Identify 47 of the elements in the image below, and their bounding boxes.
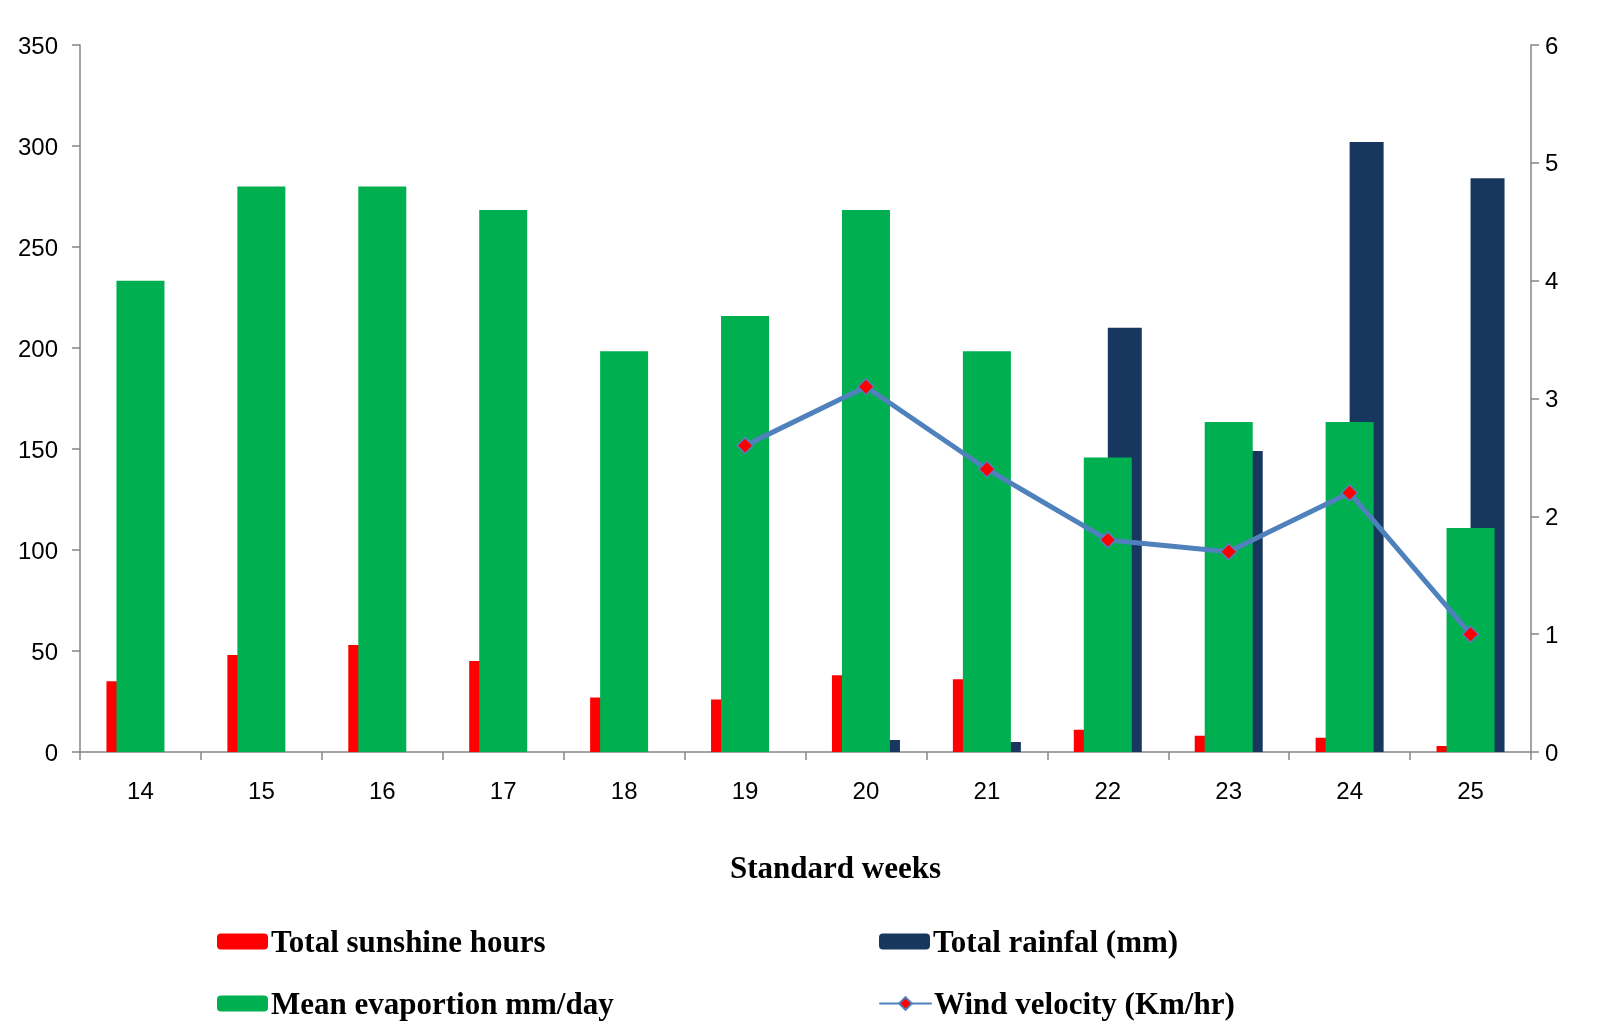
y2-tick-label: 6 [1545, 31, 1559, 59]
x-tick-label: 16 [368, 776, 396, 804]
point [1461, 625, 1480, 643]
legend-label: Wind velocity (Km/hr) [934, 986, 1235, 1021]
bar [721, 316, 770, 752]
x-tick-label: 18 [610, 776, 638, 804]
x-tick-label: 22 [1094, 776, 1122, 804]
bar [841, 209, 890, 752]
point [857, 377, 875, 396]
x-tick-label: 20 [852, 776, 880, 804]
bar [116, 280, 165, 752]
point [1219, 542, 1238, 561]
x-tick-label: 14 [127, 776, 154, 804]
point [736, 436, 754, 455]
y-tick-label: 100 [17, 536, 58, 564]
y2-tick-label: 2 [1545, 502, 1559, 530]
y2-tick-label: 1 [1545, 620, 1559, 648]
x-tick-label: 17 [489, 776, 517, 804]
legend-label: Mean evaportion mm/day [271, 986, 615, 1021]
y2-tick-label: 5 [1545, 149, 1559, 177]
x-tick-label: 19 [731, 776, 759, 804]
y-tick-label: 50 [31, 637, 58, 665]
y-tick-label: 350 [17, 31, 58, 59]
y2-tick-label: 0 [1545, 738, 1559, 766]
x-tick-label: 21 [973, 776, 1001, 804]
x-tick-label: 24 [1336, 776, 1363, 804]
bar [600, 351, 649, 752]
y-tick-label: 250 [17, 233, 58, 261]
y2-tick-label: 4 [1545, 267, 1559, 295]
y2-tick-label: 3 [1545, 385, 1559, 412]
bar [358, 186, 407, 752]
y-tick-label: 200 [17, 334, 58, 362]
point [1099, 531, 1117, 549]
x-tick-label: 25 [1457, 776, 1484, 804]
x-tick-label: 15 [248, 776, 275, 804]
point [978, 460, 996, 478]
legend-label: Total rainfal (mm) [933, 924, 1179, 959]
bar [479, 209, 528, 752]
y-tick-label: 300 [17, 132, 58, 160]
legend-label: Total sunshine hours [271, 924, 546, 959]
x-tick-label: 23 [1215, 776, 1243, 804]
point [1340, 484, 1359, 502]
y-tick-label: 150 [17, 435, 58, 463]
y-tick-label: 0 [44, 738, 58, 766]
x-axis-title: Standard weeks [729, 850, 942, 885]
bar [962, 351, 1011, 752]
bar [237, 186, 286, 752]
